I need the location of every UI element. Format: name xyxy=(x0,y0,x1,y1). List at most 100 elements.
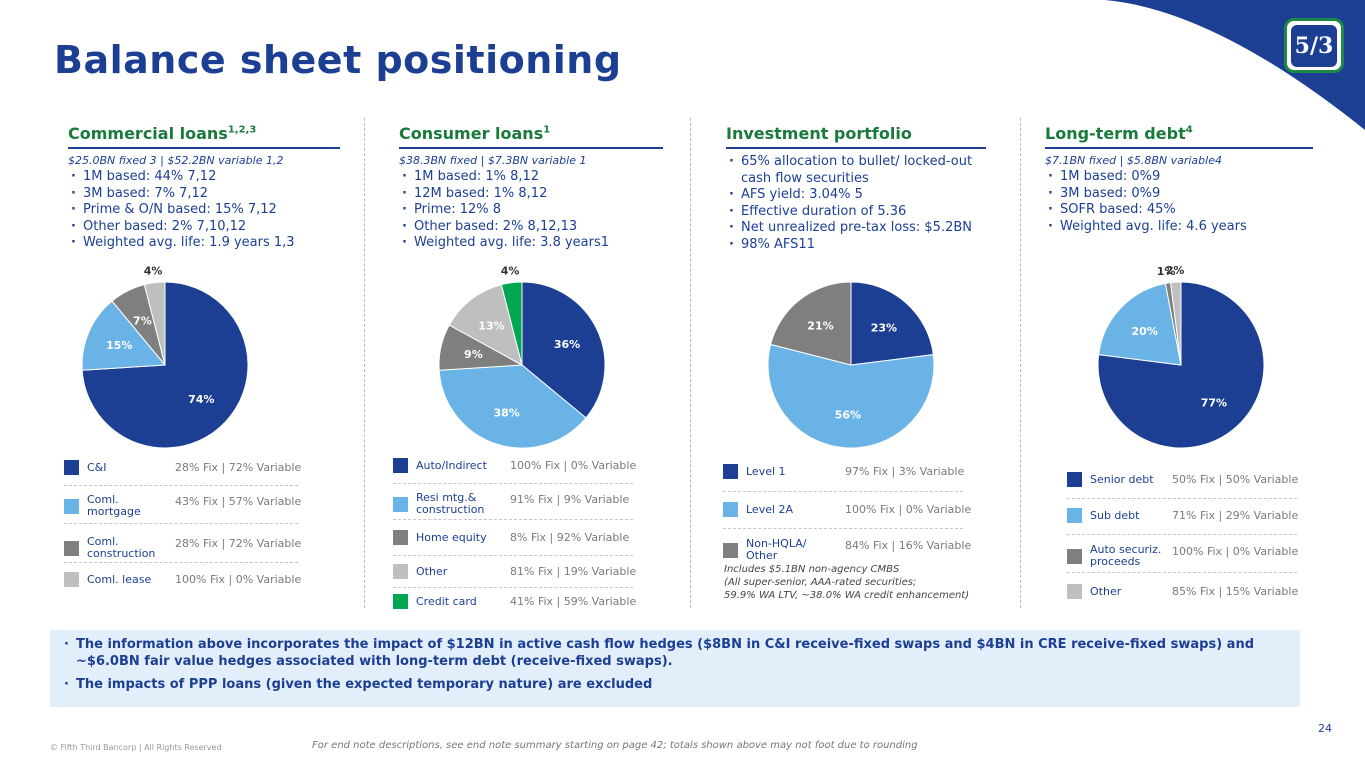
pie-slice xyxy=(1170,281,1182,366)
column-title: Investment portfolio xyxy=(726,124,986,149)
legend-fix-variable: 100% Fix | 0% Variable xyxy=(175,573,302,586)
pie-slice-label: 13% xyxy=(478,320,504,333)
bullet-item: 65% allocation to bullet/ locked-out cas… xyxy=(726,154,986,187)
legend-fix-variable: 28% Fix | 72% Variable xyxy=(175,537,302,550)
legend-item: C&I xyxy=(64,460,170,475)
legend-item: Credit card xyxy=(393,594,505,609)
legend-item: Home equity xyxy=(393,530,505,545)
pie-slice xyxy=(500,281,523,366)
pie-slice-label: 38% xyxy=(493,406,519,419)
pie-slice xyxy=(438,364,587,449)
legend-label: Resi mtg.& construction xyxy=(416,491,485,516)
pie-slice xyxy=(1098,282,1182,366)
legend-swatch xyxy=(723,464,738,479)
column-divider xyxy=(1020,118,1021,608)
legend-fix-variable: 100% Fix | 0% Variable xyxy=(510,459,637,472)
legend-swatch xyxy=(64,460,79,475)
pie-slice-label: 23% xyxy=(871,322,897,335)
pie-slice xyxy=(81,300,167,371)
bullet-item: SOFR based: 45% xyxy=(1045,202,1313,219)
legend-label: C&I xyxy=(87,460,107,474)
legend-swatch xyxy=(393,458,408,473)
note-line: 59.9% WA LTV, ~38.0% WA credit enhanceme… xyxy=(724,590,970,601)
legend-item: Other xyxy=(1067,584,1167,599)
legend-divider xyxy=(1067,498,1297,499)
legend-fix-variable: 41% Fix | 59% Variable xyxy=(510,595,637,608)
legend-divider xyxy=(393,519,633,520)
legend-swatch xyxy=(1067,548,1082,564)
legend-swatch xyxy=(393,564,408,579)
legend-divider xyxy=(64,485,298,486)
pie-slice xyxy=(850,281,934,366)
pie-slice-label: 77% xyxy=(1201,396,1227,409)
legend-label: Level 2A xyxy=(746,502,794,516)
page-title: Balance sheet positioning xyxy=(54,38,622,82)
legend-fix-variable: 100% Fix | 0% Variable xyxy=(845,503,972,516)
legend-item: Level 1 xyxy=(723,464,840,479)
banner-bullet: The information above incorporates the i… xyxy=(64,637,1286,670)
hedge-banner: The information above incorporates the i… xyxy=(50,630,1300,707)
legend-swatch xyxy=(1067,508,1082,523)
pie-slice-label: 9% xyxy=(464,348,483,361)
bullet-item: Prime: 12% 8 xyxy=(399,202,663,219)
legend-item: Level 2A xyxy=(723,502,840,517)
bullet-item: Weighted avg. life: 4.6 years xyxy=(1045,219,1313,236)
bullet-item: Other based: 2% 8,12,13 xyxy=(399,219,663,236)
column-subtitle: $25.0BN fixed 3 | $52.2BN variable 1,2 xyxy=(68,154,284,167)
pie-chart-debt: 77% 20% 1%2% xyxy=(1097,264,1265,449)
legend-swatch xyxy=(393,530,408,545)
copyright: © Fifth Third Bancorp | All Rights Reser… xyxy=(50,743,222,752)
legend-divider xyxy=(393,555,633,556)
legend-item: Auto/Indirect xyxy=(393,458,505,473)
legend-item: Coml. lease xyxy=(64,572,170,587)
legend-divider xyxy=(393,587,633,588)
legend-divider xyxy=(64,523,298,524)
bullet-list: 1M based: 1% 8,12 12M based: 1% 8,12 Pri… xyxy=(399,169,663,252)
pie-slice-label: 15% xyxy=(106,339,132,352)
pie-slice-label: 4% xyxy=(144,265,163,278)
legend-swatch xyxy=(64,572,79,587)
footnote: For end note descriptions, see end note … xyxy=(312,740,918,751)
bullet-list: 1M based: 44% 7,12 3M based: 7% 7,12 Pri… xyxy=(68,169,340,252)
legend-swatch xyxy=(64,498,79,514)
legend-label: Level 1 xyxy=(746,464,786,478)
legend-fix-variable: 43% Fix | 57% Variable xyxy=(175,495,302,508)
pie-slice xyxy=(769,281,852,366)
column-divider xyxy=(690,118,691,608)
bullet-item: 12M based: 1% 8,12 xyxy=(399,186,663,203)
legend-divider xyxy=(723,491,963,492)
legend-item: Coml. mortgage xyxy=(64,494,170,518)
pie-slice-label: 2% xyxy=(1166,264,1185,277)
bullet-item: AFS yield: 3.04% 5 xyxy=(726,187,986,204)
investment-note: Includes $5.1BN non-agency CMBS (All sup… xyxy=(724,563,969,602)
legend-fix-variable: 71% Fix | 29% Variable xyxy=(1172,509,1299,522)
note-line: Includes $5.1BN non-agency CMBS xyxy=(724,564,900,575)
legend-swatch xyxy=(723,542,738,558)
legend-label: Coml. mortgage xyxy=(87,493,141,518)
legend-fix-variable: 8% Fix | 92% Variable xyxy=(510,531,630,544)
legend-swatch xyxy=(1067,584,1082,599)
bullet-item: Effective duration of 5.36 xyxy=(726,204,986,221)
legend-fix-variable: 85% Fix | 15% Variable xyxy=(1172,585,1299,598)
bullet-item: Other based: 2% 7,10,12 xyxy=(68,219,340,236)
column-title: Consumer loans1 xyxy=(399,124,663,149)
legend-item: Coml. construction xyxy=(64,536,170,560)
pie-slice-label: 20% xyxy=(1132,325,1158,338)
legend-label: Credit card xyxy=(416,594,477,608)
legend-divider xyxy=(1067,572,1297,573)
legend-item: Senior debt xyxy=(1067,472,1167,487)
legend-fix-variable: 100% Fix | 0% Variable xyxy=(1172,545,1299,558)
legend-item: Sub debt xyxy=(1067,508,1167,523)
legend-swatch xyxy=(393,594,408,609)
bullet-item: Net unrealized pre-tax loss: $5.2BN xyxy=(726,220,986,237)
legend-label: Coml. lease xyxy=(87,572,152,586)
legend-label: Other xyxy=(1090,584,1122,598)
legend-label: Home equity xyxy=(416,530,487,544)
legend-fix-variable: 81% Fix | 19% Variable xyxy=(510,565,637,578)
note-line: (All super-senior, AAA-rated securities; xyxy=(724,577,917,588)
bullet-item: 1M based: 1% 8,12 xyxy=(399,169,663,186)
legend-fix-variable: 28% Fix | 72% Variable xyxy=(175,461,302,474)
bullet-item: Prime & O/N based: 15% 7,12 xyxy=(68,202,340,219)
fifth-third-logo: 5/3 xyxy=(1284,18,1344,73)
legend-item: Resi mtg.& construction xyxy=(393,492,505,516)
